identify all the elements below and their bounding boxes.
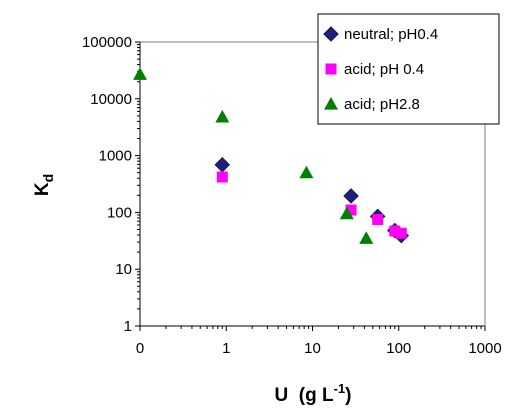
data-point-diamond bbox=[343, 188, 359, 204]
y-tick-label: 1000 bbox=[99, 148, 132, 165]
x-axis-title-end: ) bbox=[345, 385, 351, 406]
legend-marker-triangle bbox=[324, 97, 338, 110]
data-point-triangle bbox=[215, 109, 230, 123]
y-axis-title-sub: d bbox=[40, 174, 56, 183]
data-point-square bbox=[372, 213, 384, 225]
y-axis-title-main: K bbox=[32, 182, 53, 196]
legend-box bbox=[317, 13, 500, 125]
x-tick-label: 1000 bbox=[468, 340, 501, 357]
data-point-triangle bbox=[339, 206, 354, 220]
legend-label: neutral; pH0.4 bbox=[344, 26, 438, 43]
data-point-square bbox=[216, 171, 228, 183]
data-point-triangle bbox=[299, 165, 314, 179]
data-point-triangle bbox=[359, 231, 374, 244]
legend-label: acid; pH 0.4 bbox=[344, 61, 424, 78]
x-tick-label: 1 bbox=[222, 340, 230, 357]
y-axis-title: Kd bbox=[32, 174, 56, 196]
y-tick-label: 10 bbox=[115, 261, 132, 278]
data-point-square bbox=[345, 204, 357, 216]
x-axis-title-sup: -1 bbox=[334, 381, 346, 396]
legend-marker-square bbox=[325, 63, 337, 75]
y-tick-label: 100 bbox=[107, 204, 132, 221]
data-point-square bbox=[395, 227, 407, 239]
y-tick-label: 100000 bbox=[82, 34, 132, 51]
y-tick-label: 1 bbox=[124, 318, 132, 335]
legend-items: neutral; pH0.4 acid; pH 0.4 acid; pH2.8 bbox=[323, 26, 438, 113]
data-point-square bbox=[389, 225, 401, 237]
x-tick-label: 0 bbox=[136, 340, 144, 357]
y-tick-label: 10000 bbox=[90, 91, 132, 108]
legend-label: acid; pH2.8 bbox=[344, 96, 420, 113]
legend: neutral; pH0.4 acid; pH 0.4 acid; pH2.8 bbox=[317, 13, 500, 125]
data-point-triangle bbox=[133, 67, 147, 80]
x-tick-label: 10 bbox=[304, 340, 321, 357]
x-tick-label: 100 bbox=[386, 340, 411, 357]
x-axis-title-main: U (g L bbox=[275, 385, 334, 406]
data-marks bbox=[133, 67, 410, 244]
legend-marker-diamond bbox=[323, 26, 339, 42]
x-axis-title: U (g L-1) bbox=[275, 381, 352, 406]
